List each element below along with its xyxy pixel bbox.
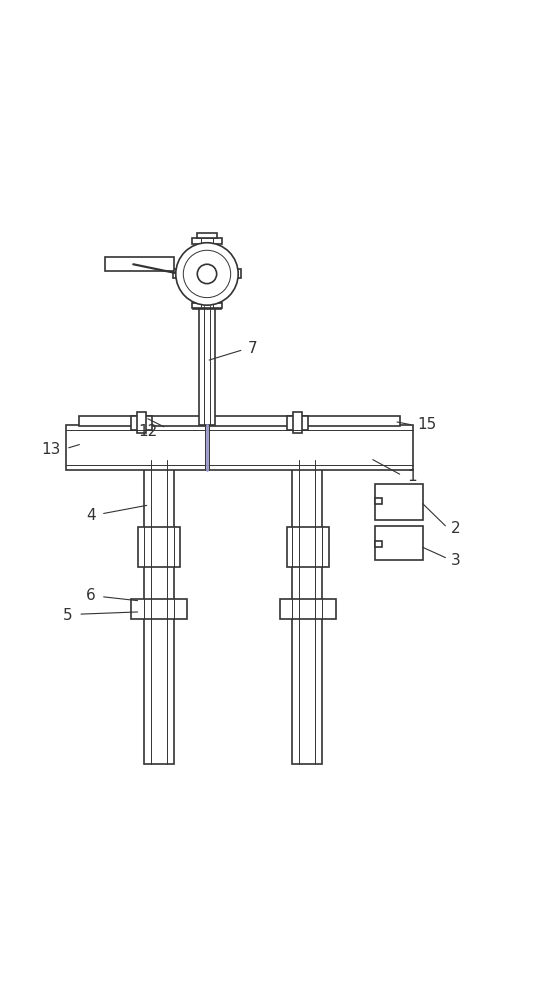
FancyBboxPatch shape <box>375 484 423 520</box>
FancyBboxPatch shape <box>280 599 336 619</box>
Text: 2: 2 <box>451 521 460 536</box>
FancyBboxPatch shape <box>287 527 328 567</box>
FancyBboxPatch shape <box>292 460 322 764</box>
FancyBboxPatch shape <box>66 425 413 470</box>
FancyBboxPatch shape <box>375 498 382 504</box>
FancyBboxPatch shape <box>200 306 215 425</box>
Text: 15: 15 <box>418 417 437 432</box>
FancyBboxPatch shape <box>130 416 152 430</box>
FancyBboxPatch shape <box>193 303 221 308</box>
FancyBboxPatch shape <box>137 527 180 567</box>
Text: 3: 3 <box>451 553 460 568</box>
FancyBboxPatch shape <box>137 412 146 433</box>
Circle shape <box>176 243 238 305</box>
Text: 4: 4 <box>86 508 96 523</box>
Text: 1: 1 <box>408 469 417 484</box>
FancyBboxPatch shape <box>375 526 423 560</box>
FancyBboxPatch shape <box>375 541 382 547</box>
FancyBboxPatch shape <box>197 233 217 238</box>
Text: 12: 12 <box>138 424 157 439</box>
FancyBboxPatch shape <box>130 599 187 619</box>
Text: 7: 7 <box>248 341 258 356</box>
FancyBboxPatch shape <box>293 412 302 433</box>
Text: 5: 5 <box>63 608 73 623</box>
Circle shape <box>197 264 217 284</box>
FancyBboxPatch shape <box>193 238 221 244</box>
Text: 13: 13 <box>41 442 61 457</box>
FancyBboxPatch shape <box>105 257 174 271</box>
FancyBboxPatch shape <box>144 460 174 764</box>
FancyBboxPatch shape <box>193 302 221 309</box>
FancyBboxPatch shape <box>173 269 181 278</box>
FancyBboxPatch shape <box>287 416 308 430</box>
FancyBboxPatch shape <box>80 416 400 426</box>
Text: 6: 6 <box>86 588 96 603</box>
FancyBboxPatch shape <box>233 269 241 278</box>
FancyBboxPatch shape <box>199 238 216 308</box>
